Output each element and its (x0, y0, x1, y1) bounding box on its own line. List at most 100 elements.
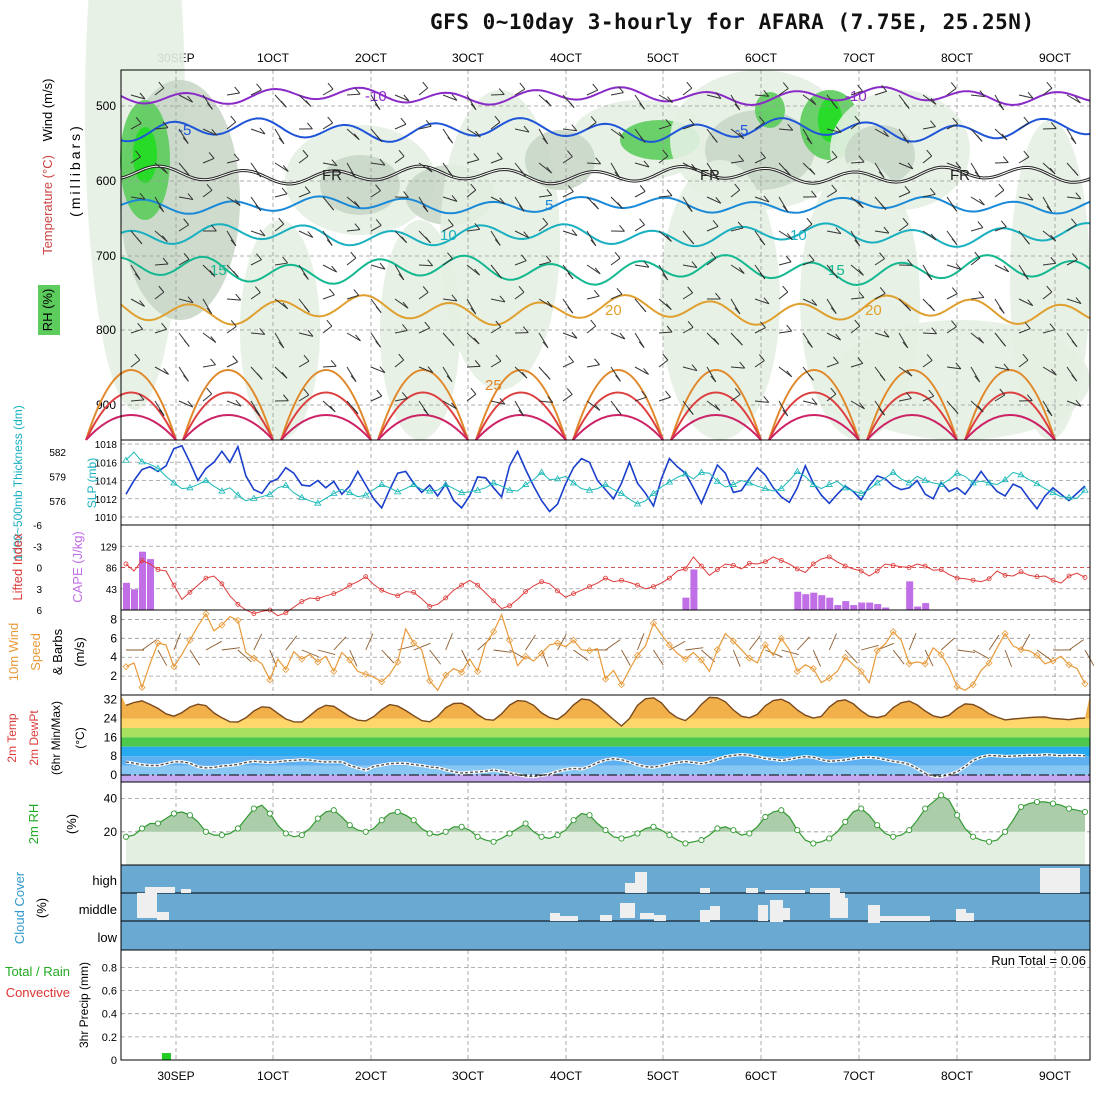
rh-point (619, 836, 624, 841)
wind10m-axis-label: Speed (28, 633, 43, 671)
wind-barb (331, 360, 336, 366)
wind-barb-10m (957, 650, 975, 652)
thickness-point (379, 482, 385, 487)
temp-tick-label: 32 (104, 693, 118, 707)
date-tick-bottom: 4OCT (550, 1069, 583, 1083)
wind-barb (971, 297, 984, 299)
rh-point (491, 839, 496, 844)
wind-barb (323, 295, 334, 299)
cloud-axis-label: (%) (34, 898, 49, 918)
isotherm-label: 15 (210, 262, 227, 279)
cape-axis-label: CAPE (J/kg) (70, 531, 85, 603)
precip-bar (162, 1053, 171, 1060)
rh-point (363, 829, 368, 834)
date-tick-top: 5OCT (647, 51, 680, 65)
rh-point (267, 811, 272, 816)
wind-barb (323, 326, 332, 333)
precip-tick-label: 0.8 (102, 962, 117, 974)
wind-barb (978, 222, 983, 228)
wind-barb (235, 87, 240, 93)
wind-barb-10m (526, 635, 536, 650)
wind-barb-10m (286, 636, 297, 650)
wind-barb (947, 294, 957, 299)
wind-barb (952, 239, 957, 245)
wind-barb (995, 190, 1004, 197)
pressure-tick-label: 500 (96, 99, 116, 113)
wind-barb (1001, 221, 1006, 227)
rh-point (443, 829, 448, 834)
wind-barb-10m (606, 640, 621, 650)
cloud-block (137, 893, 157, 918)
cloud-block (880, 916, 930, 921)
rh-point (427, 831, 432, 836)
wind-barb (376, 341, 381, 347)
cloud-block (654, 915, 666, 921)
wind-barb (587, 326, 596, 333)
cape-bar (858, 603, 865, 610)
wind-barb (233, 356, 238, 362)
cape-tick-label: 129 (100, 542, 117, 553)
wind-barb-10m (941, 638, 954, 650)
wind-barb (203, 365, 216, 367)
cloud-block (625, 883, 635, 893)
wind-barb (1019, 123, 1029, 129)
rh-point (907, 828, 912, 833)
cloud-block (181, 889, 191, 893)
cloud-block (746, 888, 758, 893)
temp2m-axis-label: (6hr Min/Max) (49, 701, 63, 775)
rh-point (571, 818, 576, 823)
cloud-block (700, 910, 710, 922)
wind-barb (683, 88, 692, 95)
rh-point (731, 828, 736, 833)
slp-line (126, 446, 1085, 512)
wind-barb-10m (574, 650, 589, 660)
rh-point (203, 829, 208, 834)
wind-barb-10m (558, 634, 567, 650)
wind-speed-line (126, 614, 1085, 691)
precip-tick-label: 0.4 (102, 1009, 117, 1021)
wind-barb (1043, 128, 1056, 129)
isotherm-label: 5 (545, 197, 553, 214)
wind-barb (257, 84, 262, 90)
cape-bar (922, 603, 929, 610)
wind-barb (377, 390, 382, 396)
wind-barb (615, 252, 620, 258)
wind-barb (635, 367, 649, 374)
rh-point (843, 819, 848, 824)
pressure-tick-label: 600 (96, 174, 116, 188)
wind-barb-10m (366, 634, 373, 650)
wind-barb (783, 286, 788, 292)
wind-barb (779, 331, 792, 333)
date-tick-top: 2OCT (355, 51, 388, 65)
wind-barb (923, 333, 937, 334)
cape-bar (842, 601, 849, 610)
rh-point (779, 808, 784, 813)
wind-barb (419, 88, 428, 95)
wind-barb (471, 388, 476, 394)
rh-point (251, 806, 256, 811)
li-tick-label: 0 (36, 564, 42, 575)
pressure-axis-label: (millibars) (67, 123, 83, 217)
rh2m-axis-label: 2m RH (26, 804, 41, 844)
cloud-block (635, 872, 647, 893)
rh-point (875, 823, 880, 828)
wind-barb (640, 219, 645, 225)
wind-barb (687, 82, 692, 88)
wind-barb (423, 82, 428, 88)
li-tick-label: 3 (36, 585, 42, 596)
wind-barb (616, 375, 621, 381)
wind-barb (376, 307, 381, 313)
date-tick-bottom: 2OCT (355, 1069, 388, 1083)
isotherm-line (121, 87, 1090, 105)
temperature-band (121, 728, 1090, 737)
precip-convective-label: Convective (6, 985, 70, 1000)
rh-point (667, 833, 672, 838)
wind-barb (640, 185, 645, 191)
wind-barb-10m (302, 650, 319, 657)
rh-point (923, 806, 928, 811)
wind-barb (355, 88, 360, 94)
cape-bar (123, 583, 130, 610)
date-tick-bottom: 3OCT (452, 1069, 485, 1083)
wind-barb-10m (845, 650, 857, 663)
